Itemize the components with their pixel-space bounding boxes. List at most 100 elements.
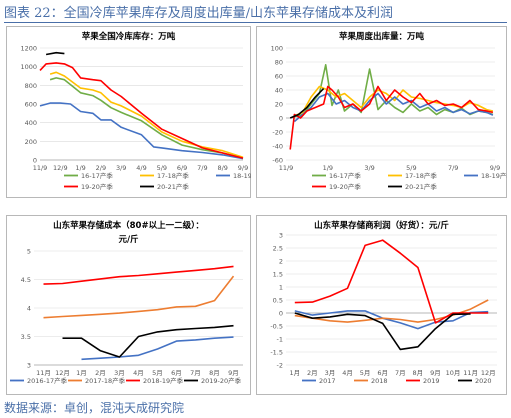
legend-label: 18-19产季 [481, 171, 507, 180]
x-tick-label: 1月 [76, 369, 87, 377]
x-tick-label: 12/9 [53, 164, 68, 172]
series-line-3 [62, 324, 234, 358]
x-tick-label: 3月 [325, 369, 336, 377]
y-tick-label: 600 [25, 101, 37, 109]
y-tick-label: -40 [272, 143, 283, 151]
y-tick-label: 1 [279, 284, 283, 292]
x-tick-label: 12月 [481, 369, 496, 377]
chart-title: 山东苹果存储成本（80#以上一二级）： [53, 220, 204, 231]
y-tick-label: 100 [271, 45, 283, 53]
x-tick-label: 8月 [209, 369, 220, 377]
x-tick-label: 1/9 [323, 164, 333, 172]
x-tick-label: 3/9 [116, 164, 126, 172]
y-tick-label: 0 [279, 310, 283, 318]
x-tick-label: 9/9 [490, 164, 500, 172]
x-tick-label: 7/9 [197, 164, 207, 172]
y-tick-label: 0 [279, 115, 283, 123]
legend-label: 20-21产季 [157, 182, 189, 191]
x-tick-label: 4/9 [136, 164, 146, 172]
x-tick-label: 2月 [95, 369, 106, 377]
series-line-4 [45, 51, 65, 56]
series-line-2 [294, 239, 489, 324]
series-line-2 [39, 102, 244, 160]
legend-label: 2018-19产季 [143, 376, 184, 385]
series-line-2 [43, 265, 234, 285]
series-line-1 [43, 275, 235, 319]
x-tick-label: 7月 [190, 369, 201, 377]
x-tick-label: 5/9 [157, 164, 167, 172]
x-tick-label: 6月 [171, 369, 182, 377]
series-line-2 [293, 92, 494, 123]
y-tick-label: 2.5 [273, 245, 283, 253]
x-tick-label: 11/9 [33, 164, 48, 172]
x-tick-label: 6/9 [177, 164, 187, 172]
chart-title: 苹果周度出库量：万吨 [339, 31, 425, 42]
legend-label: 16-17产季 [329, 171, 361, 180]
legend-label: 19-20产季 [81, 182, 113, 191]
x-tick-label: 6月 [377, 369, 388, 377]
y-tick-label: 3 [27, 362, 31, 370]
y-tick-label: 20 [275, 101, 283, 109]
y-tick-label: -1 [277, 336, 283, 344]
series-line-0 [294, 310, 489, 330]
y-tick-label: -20 [272, 129, 283, 137]
x-tick-label: 4月 [133, 369, 144, 377]
x-tick-label: 7/9 [448, 164, 458, 172]
x-tick-label: 7月 [395, 369, 406, 377]
series-line-3 [294, 312, 471, 351]
x-tick-label: 11月 [36, 369, 51, 377]
y-tick-label: 400 [25, 119, 37, 127]
chart-title: 山东苹果存储商利润（好货）：元/斤 [314, 220, 449, 231]
y-tick-label: 5 [27, 248, 31, 256]
legend-label: 16-17产季 [81, 171, 113, 180]
x-tick-label: 8/9 [217, 164, 227, 172]
y-tick-label: 80 [275, 59, 283, 67]
y-tick-label: 1200 [20, 45, 37, 53]
y-tick-label: -0.5 [270, 323, 283, 331]
x-tick-label: 9/9 [238, 164, 248, 172]
chart-panel-inventory: 苹果全国冷库库存：万吨 0 200 400 600 800 1000 1200 11/9 12/9… [6, 26, 251, 198]
y-tick-label: 0.5 [273, 297, 283, 305]
chart-title-line2: 元/斤 [118, 234, 139, 245]
legend-label: 2020 [475, 377, 492, 385]
y-tick-label: -1.5 [270, 349, 283, 357]
x-tick-label: 3月 [114, 369, 125, 377]
legend-label: 2016-17产季 [27, 376, 68, 385]
legend-label: 2017-18产季 [85, 376, 126, 385]
y-tick-label: 1.5 [273, 271, 283, 279]
legend-label: 17-18产季 [157, 171, 189, 180]
x-tick-label: 1/9 [75, 164, 85, 172]
y-tick-label: 0 [33, 157, 37, 165]
x-tick-label: 11/9 [279, 164, 294, 172]
x-tick-label: 2月 [307, 369, 318, 377]
y-tick-label: 800 [25, 82, 37, 90]
x-tick-label: 5/9 [406, 164, 416, 172]
y-tick-label: 40 [275, 87, 283, 95]
y-tick-label: 60 [275, 73, 283, 81]
x-tick-label: 5月 [152, 369, 163, 377]
legend-label: 2019-20产季 [201, 376, 242, 385]
series-line-0 [294, 64, 494, 118]
series-line-0 [49, 77, 244, 159]
y-tick-label: 3.5 [21, 333, 31, 341]
y-tick-label: 3 [279, 232, 283, 240]
x-tick-label: 11月 [463, 369, 478, 377]
y-tick-label: 4 [27, 305, 31, 313]
legend-label: 19-20产季 [329, 182, 361, 191]
title-divider [4, 22, 507, 23]
x-tick-label: 1月 [289, 369, 300, 377]
data-source-note: 数据来源：卓创，混沌天成研究院 [4, 401, 185, 415]
y-tick-label: 2 [279, 258, 283, 266]
y-tick-label: 4.5 [21, 276, 31, 284]
x-tick-label: 3/9 [364, 164, 374, 172]
series-line-3 [289, 85, 494, 150]
x-tick-label: 9月 [228, 369, 239, 377]
series-line-3 [39, 62, 244, 159]
y-tick-label: -2 [277, 362, 283, 370]
legend-label: 18-19产季 [233, 171, 251, 180]
figure-title: 图表 22：全国冷库苹果库存及周度出库量/山东苹果存储成本及利润 [4, 6, 394, 20]
x-tick-label: 8月 [413, 369, 424, 377]
panel-border [256, 215, 507, 395]
series-line-4 [289, 88, 325, 119]
